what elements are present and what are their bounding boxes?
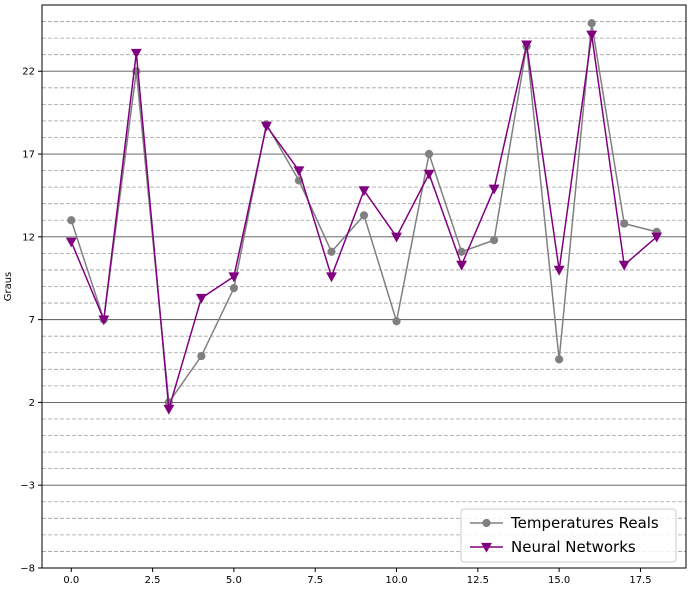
data-point	[424, 149, 434, 159]
data-point	[197, 351, 206, 361]
data-point	[98, 315, 110, 326]
y-tick-label: −3	[20, 481, 35, 492]
data-point	[163, 404, 175, 415]
x-tick-label: 5.0	[226, 575, 242, 586]
data-point	[359, 211, 369, 220]
data-point	[620, 219, 629, 228]
data-point	[130, 48, 142, 59]
y-tick-label: 22	[22, 67, 35, 78]
y-tick-label: 2	[29, 398, 35, 409]
data-point	[651, 232, 663, 243]
y-axis-label: Graus	[3, 272, 14, 302]
data-point	[67, 216, 76, 225]
data-point	[555, 355, 564, 364]
x-tick-label: 17.5	[629, 575, 651, 586]
data-point	[618, 260, 630, 271]
legend-label: Temperatures Reals	[510, 514, 659, 532]
data-point	[391, 232, 402, 243]
data-point	[65, 237, 77, 248]
data-point	[521, 40, 533, 51]
x-tick-label: 15.0	[548, 575, 570, 586]
legend-box	[460, 508, 677, 563]
plot-frame	[41, 4, 687, 569]
data-point	[358, 186, 370, 197]
y-tick-label: 7	[29, 315, 35, 326]
data-point	[195, 293, 207, 304]
x-tick-label: 12.5	[467, 575, 489, 586]
data-point	[327, 247, 336, 256]
x-tick-label: 7.5	[307, 575, 323, 586]
data-point	[260, 121, 272, 132]
legend: Temperatures Reals Neural Networks	[460, 508, 677, 563]
ticks: −8 −3 2 7 12 17 22 0.0 2.5 5.0 7.5 10.0 12.5 15.0 17.5	[20, 67, 651, 586]
legend-label: Neural Networks	[511, 538, 636, 556]
data-point	[392, 317, 401, 326]
legend-entry: Temperatures Reals	[470, 514, 659, 532]
x-tick-label: 0.0	[63, 575, 79, 586]
data-point	[587, 19, 596, 28]
data-point	[423, 169, 435, 180]
data-point	[228, 272, 240, 283]
series-1	[67, 19, 661, 407]
series-2	[65, 30, 663, 415]
legend-marker	[482, 518, 491, 528]
data-point	[293, 166, 305, 177]
data-point	[456, 260, 468, 271]
data-point	[586, 30, 598, 41]
legend-marker	[481, 542, 492, 553]
data-point	[326, 272, 337, 283]
x-tick-label: 10.0	[385, 575, 407, 586]
y-tick-label: −8	[20, 564, 35, 575]
x-tick-label: 2.5	[145, 575, 161, 586]
legend-entry: Neural Networks	[470, 538, 636, 556]
series-layer	[65, 19, 663, 415]
data-point	[488, 184, 500, 195]
data-point	[553, 265, 565, 276]
y-tick-label: 12	[22, 232, 35, 243]
data-point	[490, 236, 499, 245]
data-point	[229, 284, 238, 293]
y-tick-label: 17	[22, 150, 35, 161]
data-point	[457, 247, 466, 256]
